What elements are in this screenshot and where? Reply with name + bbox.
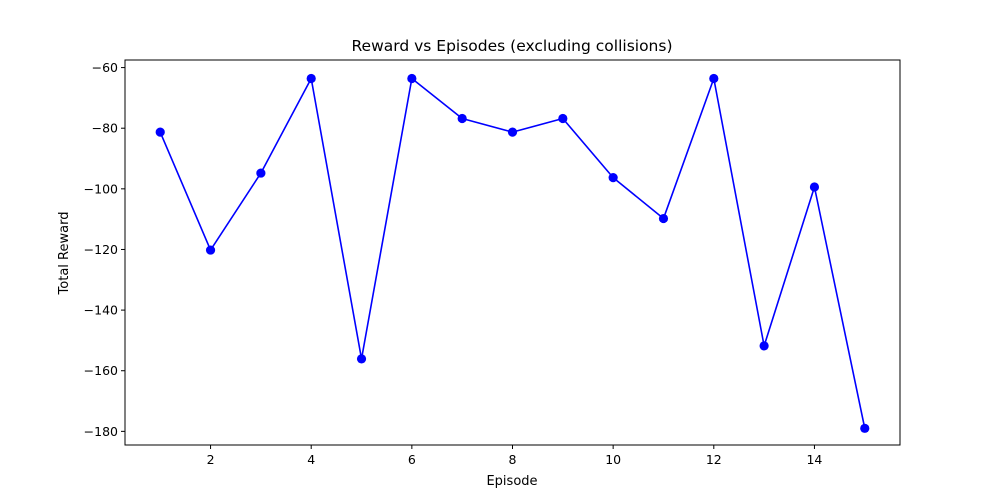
y-tick-label: −80 xyxy=(92,121,118,136)
y-tick-label: −180 xyxy=(84,424,118,439)
data-point xyxy=(809,182,820,192)
x-tick-label: 8 xyxy=(509,452,517,467)
y-tick-label: −60 xyxy=(92,60,118,75)
data-point xyxy=(759,341,769,351)
data-point xyxy=(507,127,518,137)
data-point xyxy=(558,113,568,124)
y-tick-label: −140 xyxy=(84,303,118,318)
x-tick-label: 4 xyxy=(307,452,315,467)
y-tick-label: −160 xyxy=(84,363,118,378)
data-point xyxy=(658,213,669,224)
data-point xyxy=(860,423,870,433)
x-tick-label: 14 xyxy=(806,452,822,467)
y-axis: −180 −160 −140 −120 −100 −80 −60 xyxy=(84,60,125,439)
data-point xyxy=(407,73,417,84)
x-tick-label: 10 xyxy=(605,452,621,467)
data-point xyxy=(256,168,266,178)
y-tick-label: −120 xyxy=(84,242,118,257)
x-axis-label: Episode xyxy=(486,474,537,489)
chart-title: Reward vs Episodes (excluding collisions… xyxy=(351,37,672,55)
x-tick-label: 6 xyxy=(408,452,416,467)
y-tick-label: −100 xyxy=(84,181,118,196)
data-point xyxy=(608,173,618,183)
data-point xyxy=(457,113,467,124)
data-point xyxy=(205,245,216,255)
data-point xyxy=(306,73,316,84)
x-tick-label: 12 xyxy=(706,452,722,467)
plot-area xyxy=(124,59,901,446)
y-axis-label: Total Reward xyxy=(57,212,72,296)
data-point xyxy=(155,127,165,137)
data-point xyxy=(709,73,719,84)
series-layer xyxy=(155,73,870,433)
data-point xyxy=(356,354,367,364)
x-tick-label: 2 xyxy=(207,452,215,467)
x-axis: 2 4 6 8 10 12 14 xyxy=(207,445,822,467)
